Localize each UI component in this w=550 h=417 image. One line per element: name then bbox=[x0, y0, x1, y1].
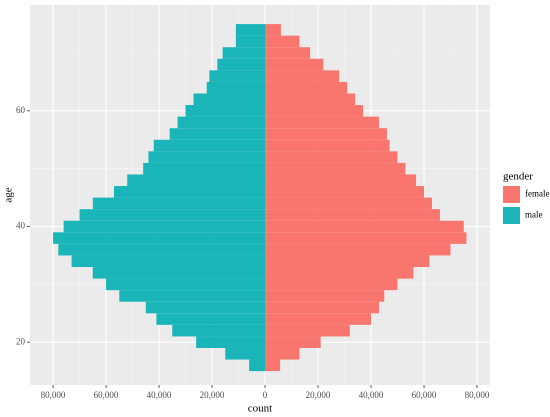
bar bbox=[265, 47, 311, 59]
bar bbox=[53, 232, 266, 244]
bar bbox=[79, 209, 266, 221]
bar bbox=[63, 220, 266, 233]
bar bbox=[235, 24, 266, 36]
x-tick-label: 20,000 bbox=[306, 390, 331, 400]
x-tick-label: 60,000 bbox=[94, 390, 119, 400]
bar bbox=[265, 220, 464, 233]
x-tick-label: 60,000 bbox=[412, 390, 437, 400]
bar bbox=[209, 70, 266, 82]
x-tick-label: 20,000 bbox=[200, 390, 225, 400]
bar bbox=[265, 255, 430, 268]
bar bbox=[172, 324, 266, 337]
bar bbox=[127, 174, 266, 187]
bar bbox=[196, 336, 266, 348]
bar bbox=[265, 24, 281, 36]
y-tick-label: 60 bbox=[16, 105, 26, 115]
bar bbox=[265, 93, 356, 106]
bar bbox=[193, 93, 266, 106]
legend-label: female bbox=[525, 189, 549, 199]
bar bbox=[265, 116, 379, 129]
bar bbox=[265, 359, 281, 372]
x-tick-label: 0 bbox=[263, 390, 268, 400]
bar bbox=[265, 267, 414, 279]
bar bbox=[148, 151, 266, 163]
bar bbox=[58, 243, 266, 256]
x-tick-label: 40,000 bbox=[147, 390, 172, 400]
y-tick-label: 20 bbox=[16, 336, 26, 346]
bar bbox=[71, 255, 266, 268]
bar bbox=[106, 278, 266, 291]
bar bbox=[265, 278, 398, 291]
bar bbox=[249, 359, 266, 372]
bar bbox=[92, 267, 266, 279]
x-axis-title: count bbox=[248, 403, 272, 415]
bar bbox=[119, 290, 266, 302]
bar bbox=[265, 243, 451, 256]
bar bbox=[265, 347, 300, 360]
bar bbox=[265, 209, 440, 221]
bar bbox=[92, 197, 266, 210]
x-tick-label: 40,000 bbox=[359, 390, 384, 400]
bar bbox=[265, 324, 350, 337]
bar bbox=[206, 81, 266, 94]
legend-key bbox=[503, 207, 520, 224]
bar bbox=[265, 81, 348, 94]
legend-key bbox=[503, 186, 520, 203]
bar bbox=[265, 151, 398, 163]
bar bbox=[265, 139, 390, 152]
bar bbox=[156, 313, 266, 325]
bar bbox=[265, 290, 385, 302]
bar bbox=[265, 128, 387, 140]
x-tick-label: 80,000 bbox=[465, 390, 490, 400]
bar bbox=[265, 174, 417, 187]
bar bbox=[265, 105, 364, 117]
bar bbox=[235, 35, 266, 48]
bar bbox=[265, 186, 425, 198]
bar bbox=[143, 162, 266, 175]
y-tick-label: 40 bbox=[16, 221, 26, 231]
bar bbox=[153, 139, 266, 152]
legend-label: male bbox=[525, 210, 543, 220]
bar bbox=[265, 301, 379, 314]
bar bbox=[265, 336, 321, 348]
bar bbox=[217, 58, 266, 71]
legend-title: gender bbox=[503, 171, 533, 183]
y-axis-title: age bbox=[3, 187, 15, 202]
bar bbox=[265, 58, 324, 71]
bar bbox=[265, 232, 467, 244]
bar bbox=[113, 186, 266, 198]
bar bbox=[265, 162, 406, 175]
bar bbox=[185, 105, 266, 117]
bar bbox=[145, 301, 266, 314]
bar bbox=[265, 313, 372, 325]
bar bbox=[225, 347, 266, 360]
bar bbox=[265, 70, 340, 82]
bar bbox=[177, 116, 266, 129]
bar bbox=[265, 197, 432, 210]
x-tick-label: 80,000 bbox=[41, 390, 66, 400]
bar bbox=[169, 128, 266, 140]
bar bbox=[222, 47, 266, 59]
bar bbox=[265, 35, 300, 48]
